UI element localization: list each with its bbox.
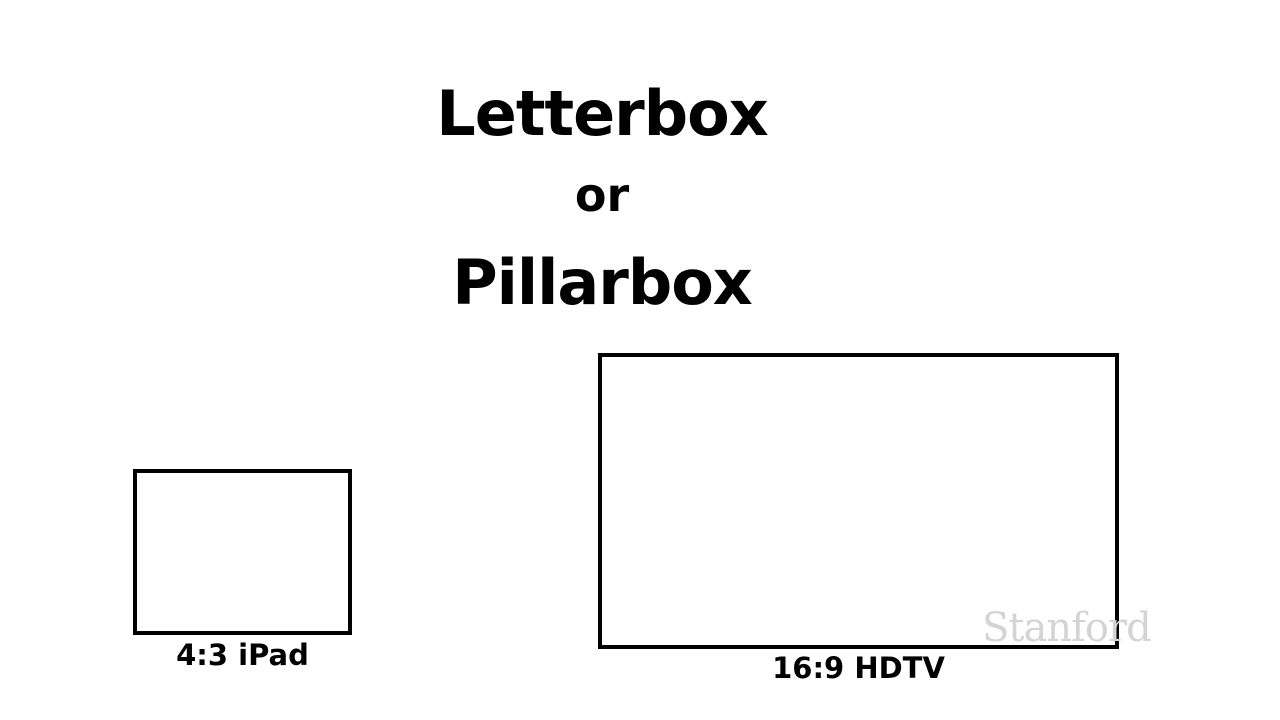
hdtv-screen-outline [598,353,1119,649]
title-letterbox: Letterbox [436,77,768,150]
ipad-caption: 4:3 iPad [176,638,309,672]
title-or: or [574,168,630,222]
ipad-screen-outline [133,469,352,635]
stanford-watermark: Stanford [982,605,1152,651]
title-pillarbox: Pillarbox [452,246,753,319]
hdtv-caption: 16:9 HDTV [772,651,945,685]
